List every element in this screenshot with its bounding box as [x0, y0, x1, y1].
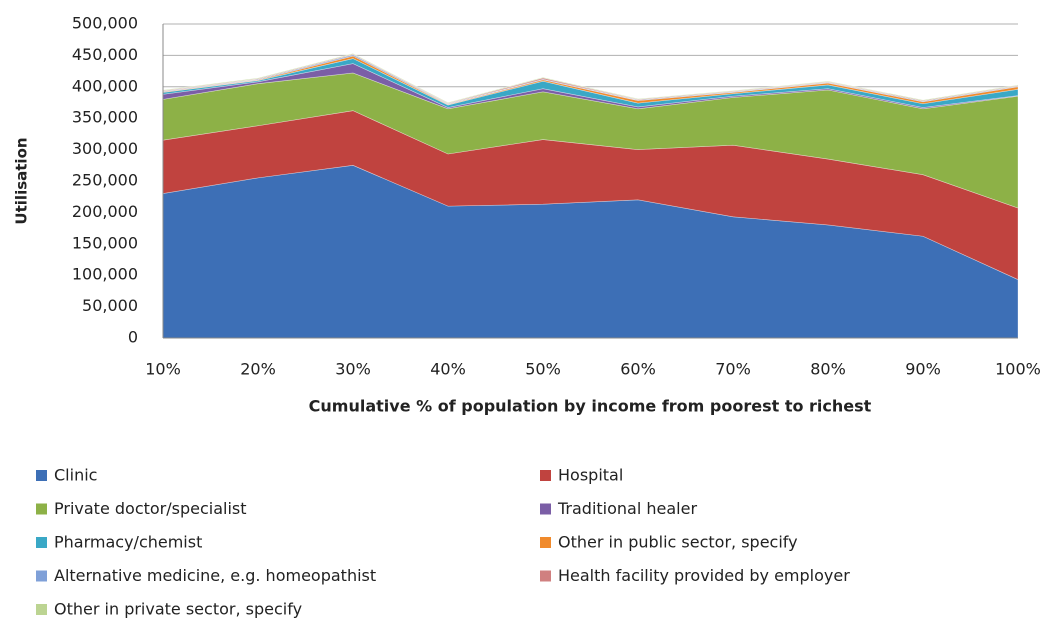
- x-tick-label: 70%: [715, 360, 751, 379]
- x-tick-label: 100%: [995, 360, 1041, 379]
- x-tick-label: 60%: [620, 360, 656, 379]
- legend-swatch: [36, 570, 47, 582]
- legend-label: Hospital: [558, 466, 623, 485]
- y-tick-label: 0: [128, 328, 138, 347]
- y-tick-label: 200,000: [72, 202, 138, 221]
- y-tick-label: 350,000: [72, 108, 138, 127]
- y-tick-label: 450,000: [72, 45, 138, 64]
- y-tick-label: 150,000: [72, 233, 138, 252]
- legend-swatch: [540, 570, 551, 582]
- y-axis-title: Utilisation: [13, 137, 31, 224]
- x-tick-label: 40%: [430, 360, 466, 379]
- y-tick-label: 500,000: [72, 14, 138, 33]
- x-tick-label: 80%: [810, 360, 846, 379]
- y-tick-label: 250,000: [72, 171, 138, 190]
- legend-swatch: [540, 470, 551, 481]
- legend-label: Traditional healer: [557, 499, 697, 518]
- legend-label: Clinic: [54, 466, 97, 485]
- legend-swatch: [36, 604, 47, 615]
- x-tick-label: 90%: [905, 360, 941, 379]
- y-tick-label: 300,000: [72, 139, 138, 158]
- legend-swatch: [36, 470, 47, 481]
- x-tick-label: 10%: [145, 360, 181, 379]
- x-tick-label: 50%: [525, 360, 561, 379]
- legend-label: Private doctor/specialist: [54, 499, 247, 518]
- x-tick-label: 30%: [335, 360, 371, 379]
- legend-label: Other in public sector, specify: [558, 533, 798, 552]
- legend-label: Health facility provided by employer: [558, 566, 850, 585]
- x-tick-label: 20%: [240, 360, 276, 379]
- area: [162, 53, 1019, 104]
- legend-swatch: [540, 537, 551, 548]
- y-tick-label: 100,000: [72, 265, 138, 284]
- y-tick-label: 50,000: [82, 296, 138, 315]
- x-axis-title: Cumulative % of population by income fro…: [309, 397, 872, 416]
- legend-swatch: [36, 537, 47, 548]
- legend-swatch: [540, 503, 551, 515]
- legend-label: Pharmacy/chemist: [54, 533, 202, 552]
- legend-label: Other in private sector, specify: [54, 600, 302, 619]
- legend-swatch: [36, 503, 47, 515]
- y-tick-label: 400,000: [72, 76, 138, 95]
- legend-label: Alternative medicine, e.g. homeopathist: [54, 566, 376, 585]
